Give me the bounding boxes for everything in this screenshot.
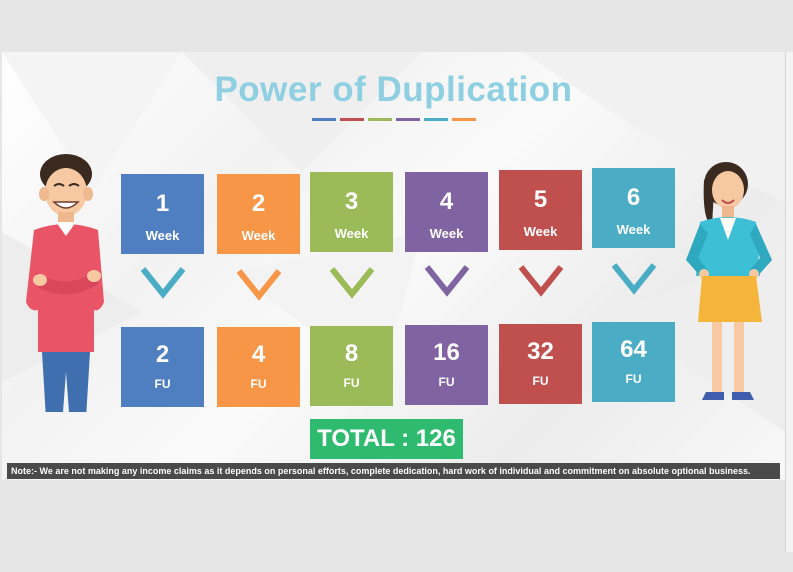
title-underline-blue: [312, 118, 336, 121]
week-label: Week: [523, 224, 558, 239]
week-box-4: 4 Week: [405, 172, 488, 252]
total-badge: TOTAL : 126: [310, 419, 463, 459]
week-box-3: 3 Week: [310, 172, 393, 252]
chevron-down-icon: [518, 265, 564, 297]
fu-number: 2: [155, 341, 170, 368]
disclaimer-note: Note:- We are not making any income clai…: [7, 463, 780, 479]
fu-label: FU: [625, 372, 642, 386]
week-number: 1: [155, 190, 170, 217]
window-background: [0, 480, 793, 572]
week-label: Week: [429, 226, 464, 241]
week-box-1: 1 Week: [121, 174, 204, 254]
chevron-down-icon: [236, 269, 282, 301]
fu-box-6: 64 FU: [592, 322, 675, 402]
title-underline-green: [368, 118, 392, 121]
page-title: Power of Duplication: [214, 70, 573, 109]
fu-box-3: 8 FU: [310, 326, 393, 406]
chevron-down-icon: [329, 267, 375, 299]
fu-label: FU: [154, 377, 171, 391]
week-number: 5: [533, 186, 548, 213]
week-label: Week: [616, 222, 651, 237]
slide: Power of Duplication 1 Week 2 Week 3 Wee…: [2, 52, 785, 480]
background-polygons: [2, 52, 785, 432]
fu-number: 32: [527, 338, 554, 365]
fu-box-5: 32 FU: [499, 324, 582, 404]
week-number: 3: [344, 188, 359, 215]
chevron-down-icon: [424, 265, 470, 297]
title-underline-teal: [424, 118, 448, 121]
week-label: Week: [334, 226, 369, 241]
fu-label: FU: [250, 377, 267, 391]
fu-number: 64: [620, 336, 647, 363]
chevron-down-icon: [140, 267, 186, 299]
week-box-6: 6 Week: [592, 168, 675, 248]
week-box-5: 5 Week: [499, 170, 582, 250]
fu-label: FU: [438, 375, 455, 389]
fu-label: FU: [343, 376, 360, 390]
man-illustration: [26, 154, 104, 412]
fu-box-1: 2 FU: [121, 327, 204, 407]
fu-label: FU: [532, 374, 549, 388]
week-box-2: 2 Week: [217, 174, 300, 254]
woman-illustration: [686, 162, 772, 400]
fu-number: 4: [251, 341, 266, 368]
week-number: 4: [439, 188, 454, 215]
chevron-down-icon: [611, 263, 657, 295]
title-underline-purple: [396, 118, 420, 121]
fu-number: 8: [344, 340, 359, 367]
week-label: Week: [145, 228, 180, 243]
title-underline-red: [340, 118, 364, 121]
window-edge: [785, 52, 793, 552]
week-label: Week: [241, 228, 276, 243]
week-number: 2: [251, 190, 266, 217]
fu-number: 16: [433, 339, 460, 366]
fu-box-4: 16 FU: [405, 325, 488, 405]
fu-box-2: 4 FU: [217, 327, 300, 407]
title-underline-orange: [452, 118, 476, 121]
week-number: 6: [626, 184, 641, 211]
